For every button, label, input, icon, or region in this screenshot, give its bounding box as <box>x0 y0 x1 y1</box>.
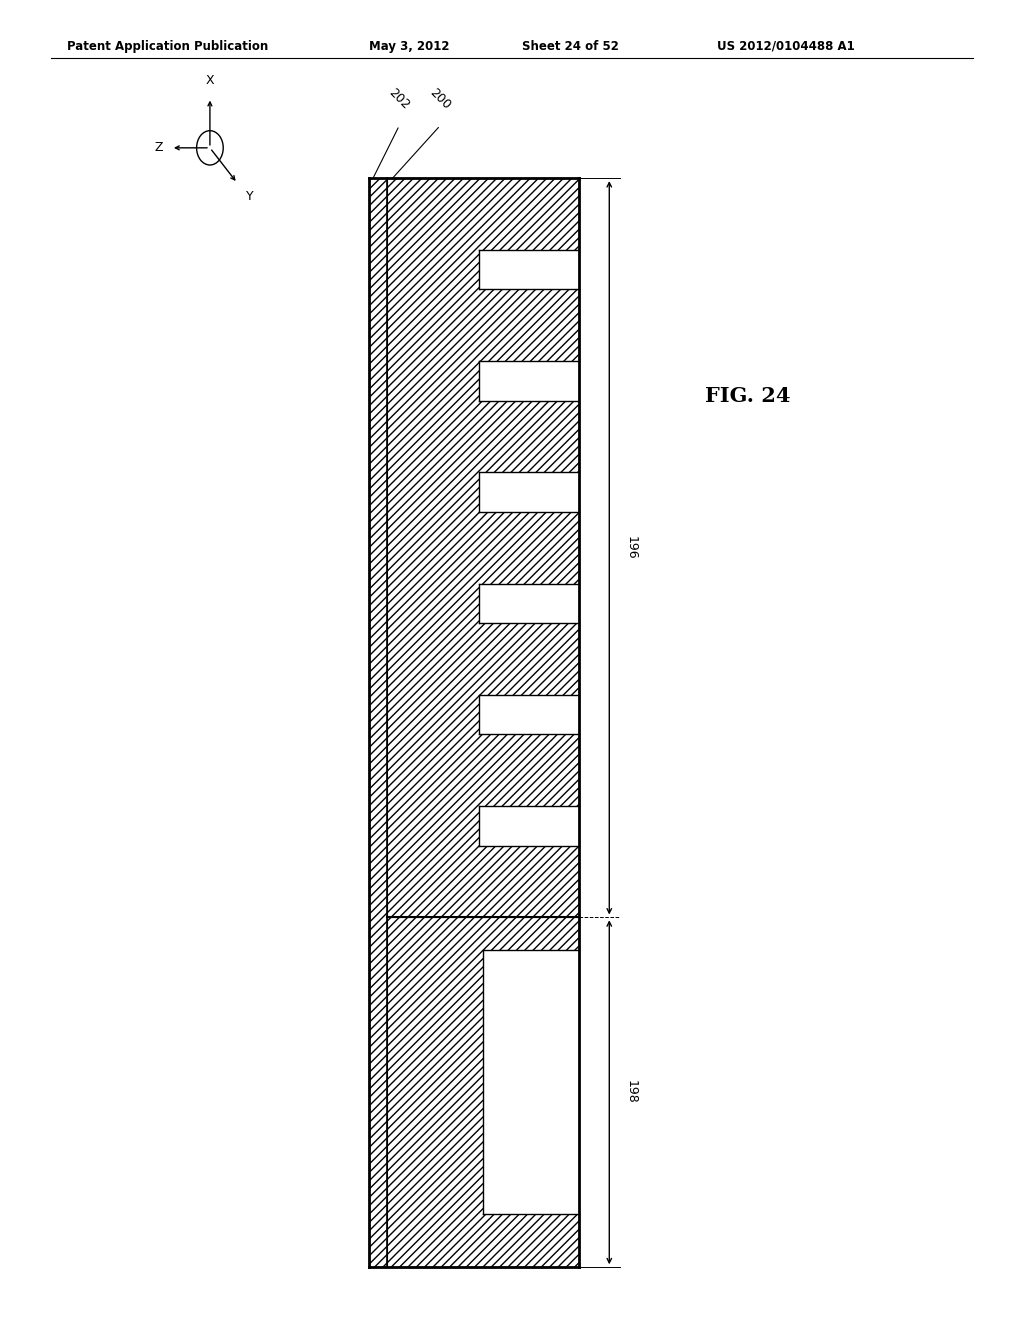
Bar <box>387 178 579 917</box>
Bar <box>369 178 387 1267</box>
Bar <box>387 917 579 1267</box>
Bar <box>479 583 579 623</box>
Text: 196: 196 <box>625 536 638 560</box>
Text: 200: 200 <box>427 86 454 112</box>
Text: 198: 198 <box>625 1081 638 1104</box>
Bar <box>479 362 579 401</box>
Bar <box>483 950 579 1214</box>
Bar <box>479 473 579 512</box>
Bar <box>479 249 579 289</box>
Text: Patent Application Publication: Patent Application Publication <box>67 40 268 53</box>
Text: May 3, 2012: May 3, 2012 <box>369 40 450 53</box>
Text: FIG. 24: FIG. 24 <box>705 385 791 407</box>
Text: 202: 202 <box>386 86 413 112</box>
Text: Sheet 24 of 52: Sheet 24 of 52 <box>522 40 620 53</box>
Text: X: X <box>206 74 214 87</box>
Bar <box>479 807 579 846</box>
Text: Z: Z <box>155 141 163 154</box>
Bar <box>479 694 579 734</box>
Text: US 2012/0104488 A1: US 2012/0104488 A1 <box>717 40 855 53</box>
Text: Y: Y <box>246 190 253 203</box>
